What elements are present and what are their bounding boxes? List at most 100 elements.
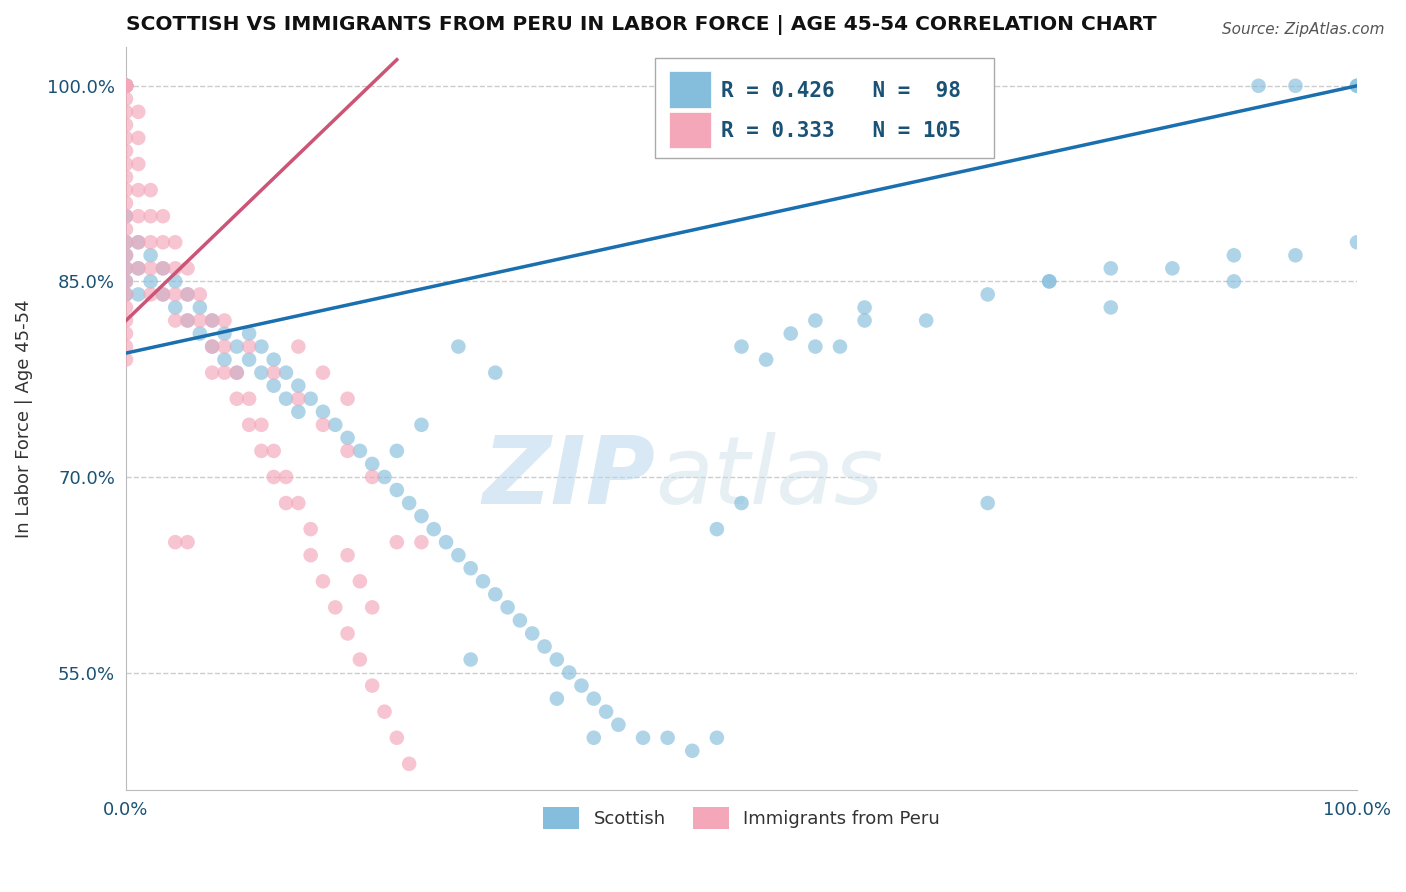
Point	[373, 705, 395, 719]
Point	[657, 731, 679, 745]
Point	[115, 78, 138, 93]
Point	[115, 235, 138, 250]
Point	[115, 78, 138, 93]
Point	[152, 287, 174, 301]
Point	[460, 561, 482, 575]
Point	[385, 731, 408, 745]
Point	[706, 522, 728, 536]
Point	[115, 78, 138, 93]
Point	[127, 183, 149, 197]
Point	[201, 366, 224, 380]
Point	[115, 78, 138, 93]
Point	[115, 248, 138, 262]
Point	[176, 261, 198, 276]
Point	[214, 352, 236, 367]
Point	[165, 274, 187, 288]
Point	[460, 652, 482, 666]
Point	[115, 144, 138, 158]
Point	[1099, 301, 1122, 315]
Point	[152, 287, 174, 301]
Point	[115, 261, 138, 276]
Point	[755, 352, 778, 367]
Point	[411, 535, 433, 549]
Point	[1038, 274, 1060, 288]
Point	[188, 287, 211, 301]
Point	[730, 496, 752, 510]
Point	[312, 574, 335, 589]
Point	[349, 652, 371, 666]
Point	[127, 235, 149, 250]
Point	[250, 340, 273, 354]
Point	[312, 417, 335, 432]
Point	[238, 392, 260, 406]
Point	[176, 313, 198, 327]
Point	[115, 78, 138, 93]
Point	[115, 169, 138, 184]
Text: ZIP: ZIP	[482, 432, 655, 524]
Point	[484, 366, 506, 380]
Point	[115, 78, 138, 93]
Point	[447, 548, 470, 562]
Point	[422, 522, 444, 536]
Point	[165, 287, 187, 301]
Point	[152, 235, 174, 250]
Point	[225, 392, 247, 406]
Point	[152, 261, 174, 276]
Point	[558, 665, 581, 680]
Point	[127, 261, 149, 276]
Point	[287, 392, 309, 406]
Point	[447, 340, 470, 354]
Point	[152, 261, 174, 276]
Point	[681, 744, 703, 758]
Point	[263, 443, 285, 458]
Point	[188, 313, 211, 327]
Point	[214, 313, 236, 327]
Point	[299, 392, 322, 406]
Point	[533, 640, 555, 654]
Point	[287, 340, 309, 354]
Point	[398, 756, 420, 771]
Point	[115, 78, 138, 93]
Point	[165, 261, 187, 276]
Point	[139, 274, 162, 288]
Point	[706, 731, 728, 745]
FancyBboxPatch shape	[655, 58, 994, 158]
Point	[115, 196, 138, 211]
Point	[828, 340, 851, 354]
Text: R = 0.426   N =  98: R = 0.426 N = 98	[720, 80, 960, 101]
Point	[115, 301, 138, 315]
Point	[336, 443, 359, 458]
Point	[115, 131, 138, 145]
Point	[115, 78, 138, 93]
Point	[214, 326, 236, 341]
Point	[631, 731, 654, 745]
Point	[115, 352, 138, 367]
Point	[853, 301, 876, 315]
Point	[176, 287, 198, 301]
Point	[115, 274, 138, 288]
Point	[509, 614, 531, 628]
Point	[349, 443, 371, 458]
Point	[115, 222, 138, 236]
Point	[115, 287, 138, 301]
Point	[398, 496, 420, 510]
Point	[361, 600, 384, 615]
Point	[336, 431, 359, 445]
Point	[571, 679, 593, 693]
Point	[165, 535, 187, 549]
Point	[127, 235, 149, 250]
Point	[188, 301, 211, 315]
Text: Source: ZipAtlas.com: Source: ZipAtlas.com	[1222, 22, 1385, 37]
Point	[188, 326, 211, 341]
FancyBboxPatch shape	[669, 112, 710, 148]
Point	[263, 378, 285, 392]
Point	[1284, 78, 1306, 93]
Point	[115, 235, 138, 250]
Point	[139, 261, 162, 276]
Point	[730, 340, 752, 354]
Point	[274, 470, 297, 484]
Point	[115, 78, 138, 93]
Point	[201, 340, 224, 354]
Point	[152, 209, 174, 223]
Point	[361, 679, 384, 693]
